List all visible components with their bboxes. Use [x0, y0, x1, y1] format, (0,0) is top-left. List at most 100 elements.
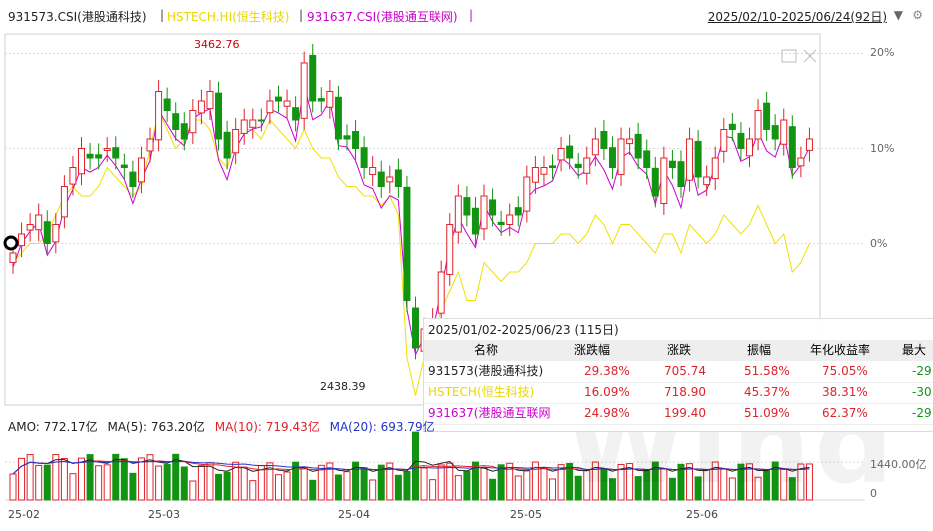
x-tick-label: 25-04 — [338, 508, 370, 521]
volume-bar — [206, 462, 214, 501]
table-cell-max: -29 — [912, 406, 932, 420]
candle-body — [634, 133, 642, 159]
volume-bar — [129, 472, 137, 501]
candle-body — [352, 131, 360, 150]
volume-bar — [60, 458, 68, 501]
candle-body — [206, 91, 214, 110]
candle-body — [600, 131, 608, 149]
table-cell-annual: 38.31% — [822, 385, 868, 399]
candle-body — [403, 186, 411, 301]
caret-down-icon[interactable]: ▼ — [893, 8, 903, 22]
column-header-pct: 涨跌幅 — [574, 343, 611, 357]
table-cell-amp: 51.09% — [744, 406, 790, 420]
candle-body — [745, 138, 753, 157]
candle-body — [18, 233, 26, 247]
volume-bar — [608, 478, 616, 501]
table-cell-annual: 62.37% — [822, 406, 868, 420]
low-annotation: 2438.39 — [320, 380, 366, 393]
candle-body — [617, 138, 625, 176]
volume-bar — [146, 454, 154, 501]
candle-body — [737, 132, 745, 150]
volume-bar — [394, 474, 402, 501]
candle-body — [694, 140, 702, 178]
candle-body — [763, 102, 771, 131]
candle-body — [643, 150, 651, 168]
candle-body — [180, 123, 188, 140]
volume-bar — [668, 477, 676, 501]
volume-bar — [112, 453, 120, 501]
volume-bar — [574, 475, 582, 501]
candle-body — [60, 186, 68, 218]
candle-body — [480, 195, 488, 230]
volume-bar — [626, 463, 634, 501]
series-label-hstech[interactable]: HSTECH.HI(恒生科技) — [167, 10, 290, 24]
series-label-931573[interactable]: 931573.CSI(港股通科技) — [8, 10, 147, 24]
candle-body — [309, 54, 317, 102]
candle-body — [78, 148, 86, 175]
volume-bar — [274, 474, 282, 501]
volume-bar — [215, 473, 223, 501]
candle-body — [574, 163, 582, 168]
candle-body — [677, 161, 685, 187]
candle-body — [566, 145, 574, 159]
volume-bar — [352, 461, 360, 501]
candle-body — [35, 214, 43, 231]
x-tick-label: 25-06 — [686, 508, 718, 521]
candle-body — [660, 157, 668, 205]
candle-body — [626, 138, 634, 145]
candle-body — [446, 224, 454, 275]
volume-bar — [566, 462, 574, 501]
candle-body — [240, 119, 248, 134]
volume-bar — [95, 465, 103, 501]
candle-body — [43, 221, 51, 244]
volume-bar — [463, 470, 471, 501]
candle-body — [232, 129, 240, 154]
gear-icon[interactable]: ⚙ — [912, 8, 923, 22]
volume-bar — [137, 457, 145, 501]
volume-bar — [549, 478, 557, 501]
table-cell-name: HSTECH(恒生科技) — [428, 385, 535, 399]
date-range-selector[interactable]: 2025/02/10-2025/06/24(92日) — [707, 10, 887, 24]
candle-body — [369, 167, 377, 176]
candle-body — [360, 147, 368, 169]
table-cell-max: -30 — [912, 385, 932, 399]
separator: | — [160, 8, 165, 22]
x-tick-label: 25-03 — [148, 508, 180, 521]
candle-body — [103, 148, 111, 152]
column-header-chg: 涨跌 — [667, 343, 692, 357]
volume-bar — [78, 457, 86, 501]
table-cell-amp: 51.58% — [744, 364, 790, 378]
candle-body — [292, 107, 300, 121]
plot-frame — [4, 33, 821, 406]
candle-body — [437, 271, 445, 314]
candle-body — [728, 123, 736, 131]
candle-body — [531, 167, 539, 183]
volume-bar — [754, 476, 762, 501]
ma20-value: MA(20): 693.79亿 — [329, 420, 435, 434]
candle-body — [608, 147, 616, 168]
volume-bar — [745, 463, 753, 501]
volume-bar — [677, 463, 685, 501]
separator: | — [469, 8, 474, 22]
candle-body — [120, 164, 128, 168]
maximize-icon — [781, 49, 797, 63]
volume-legend: AMO: 772.17亿 MA(5): 763.20亿 MA(10): 719.… — [8, 418, 441, 435]
candle-body — [780, 119, 788, 145]
candle-body — [591, 138, 599, 156]
volume-bar — [617, 463, 625, 501]
volume-bar — [257, 465, 265, 501]
volume-bar — [737, 463, 745, 501]
y-tick-label: 20% — [870, 46, 895, 59]
series-label-931637[interactable]: 931637.CSI(港股通互联网) — [307, 10, 458, 24]
table-cell-pct: 24.98% — [584, 406, 630, 420]
volume-bar — [103, 464, 111, 501]
table-row: 931573(港股通科技) 29.38% 705.74 51.58% 75.05% -29 — [424, 361, 933, 383]
candle-body — [69, 167, 77, 185]
candle-body — [583, 157, 591, 174]
volume-bar — [694, 476, 702, 501]
candle-body — [223, 131, 231, 159]
candle-body — [95, 154, 103, 159]
volume-bar — [120, 458, 128, 501]
table-cell-chg: 718.90 — [664, 385, 706, 399]
